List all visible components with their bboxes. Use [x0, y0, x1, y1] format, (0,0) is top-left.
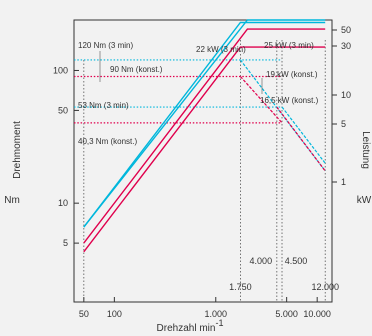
power-label: 19 kW (konst.)	[266, 70, 318, 79]
torque-lines-layer	[74, 59, 283, 124]
torque-label: 120 Nm (3 min)	[78, 41, 133, 50]
power-line	[83, 21, 326, 228]
falling-power-line	[239, 76, 283, 124]
x-tick-label: 10.000	[303, 309, 331, 319]
torque-label: 40,3 Nm (konst.)	[78, 137, 137, 146]
y-right-tick-label: 1	[341, 177, 346, 187]
plot-frame	[73, 19, 333, 303]
y-left-axis-unit: Nm	[4, 195, 20, 206]
y-left-tick-label: 50	[58, 105, 68, 115]
y-right-axis-title: Leistung	[360, 131, 371, 169]
vertical-marker-label: 4.500	[285, 256, 308, 266]
power-line	[83, 46, 326, 253]
vertical-marker-label: 12.000	[311, 282, 339, 292]
vertical-marker-label: 1.750	[229, 282, 252, 292]
torque-label: 53 Nm (3 min)	[78, 101, 129, 110]
y-left-tick-label: 100	[53, 65, 68, 75]
vertical-marker-label: 4.000	[250, 256, 273, 266]
x-axis-title: Drehzahl min-1	[157, 318, 224, 334]
falling-power-line	[281, 106, 326, 164]
torque-label: 90 Nm (konst.)	[110, 65, 163, 74]
vertical-marker-layer	[83, 40, 326, 302]
x-tick-label: 5.000	[275, 309, 298, 319]
x-tick-label: 100	[107, 309, 122, 319]
y-right-tick-label: 30	[341, 41, 351, 51]
x-tick-label: 1.000	[205, 309, 228, 319]
power-label: 25 kW (3 min)	[264, 41, 314, 50]
y-left-tick-label: 5	[63, 238, 68, 248]
y-right-tick-label: 50	[341, 25, 351, 35]
power-label: 16,5 kW (konst.)	[260, 96, 319, 105]
x-axis-title-exponent: -1	[215, 318, 223, 328]
power-label: 22 kW (3 min)	[196, 45, 246, 54]
annotation-layer: 1.750 4.000 4.500 12.000 120 Nm (3 min) 90 Nm…	[78, 41, 339, 292]
y-left-axis-title: Drehmoment	[12, 121, 23, 179]
y-right-tick-label: 10	[341, 90, 351, 100]
power-lines-layer	[83, 19, 326, 253]
power-line	[83, 28, 326, 244]
y-right-axis-unit: kW	[357, 195, 372, 206]
x-tick-label: 50	[79, 309, 89, 319]
tick-layer: 50 100 1.000 5.000 10.000 5 10 50 100 1 5 10 30 50	[53, 25, 351, 319]
y-left-tick-label: 10	[58, 198, 68, 208]
x-axis-title-main: Drehzahl min	[157, 323, 216, 334]
power-line	[83, 19, 326, 228]
y-right-tick-label: 5	[341, 119, 346, 129]
